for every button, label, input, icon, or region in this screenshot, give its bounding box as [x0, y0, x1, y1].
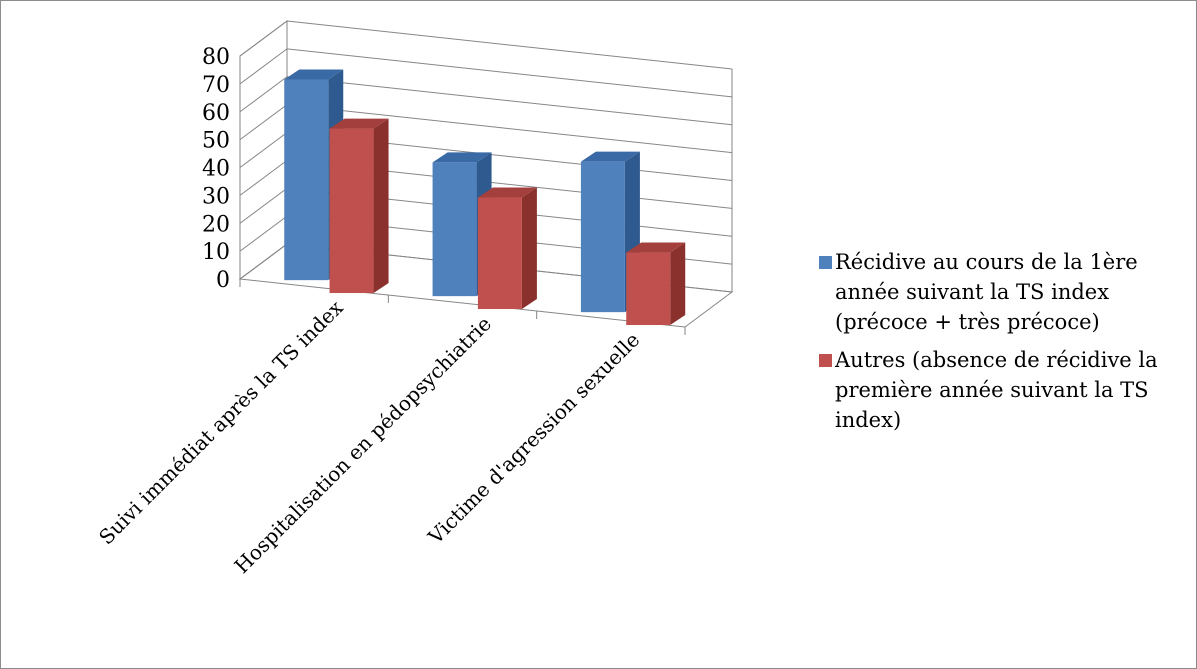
legend-item-autres: Autres (absence de récidive la première …	[819, 345, 1189, 435]
gridline-side	[240, 133, 287, 168]
legend-label-autres: Autres (absence de récidive la première …	[835, 345, 1189, 435]
bar-front	[581, 162, 625, 313]
y-tick-label: 10	[202, 240, 230, 265]
bar-front	[284, 79, 328, 280]
gridline-back	[287, 77, 732, 125]
gridline-side	[240, 244, 287, 279]
legend-item-recidive: Récidive au cours de la 1ère année suiva…	[819, 247, 1189, 337]
bar-autres-absence-de-re-suivi-immediat-apres	[330, 119, 389, 293]
gridline-side	[240, 160, 287, 195]
bar-front	[433, 162, 477, 296]
y-tick-label: 50	[202, 129, 230, 154]
y-tick-label: 0	[216, 268, 230, 293]
bar-front	[330, 129, 374, 293]
legend-swatch-red	[819, 354, 832, 367]
y-tick-label: 60	[202, 101, 230, 126]
legend-label-recidive: Récidive au cours de la 1ère année suiva…	[835, 247, 1189, 337]
x-category-label: Hospitalisation en pédopsychiatrie	[230, 312, 496, 578]
legend: Récidive au cours de la 1ère année suiva…	[819, 247, 1189, 443]
gridline-side	[240, 77, 287, 112]
x-axis-labels: Suivi immédiat après la TS indexHospital…	[94, 279, 685, 578]
gridline-side	[240, 49, 287, 84]
gridline-side	[240, 105, 287, 140]
y-tick-label: 30	[202, 184, 230, 209]
gridline-side	[240, 21, 287, 56]
bar-front	[626, 253, 670, 325]
bar-autres-absence-de-re-hospitalisation-en-p	[478, 188, 537, 310]
y-tick-label: 70	[202, 73, 230, 98]
gridline-back	[287, 49, 732, 97]
gridline-back	[287, 21, 732, 69]
bars	[284, 69, 685, 325]
bar-side	[670, 243, 685, 325]
bar-side	[374, 119, 389, 293]
gridline-side	[240, 216, 287, 251]
bar-front	[478, 198, 522, 310]
y-tick-label: 80	[202, 45, 230, 70]
y-tick-label: 40	[202, 157, 230, 182]
legend-swatch-blue	[819, 256, 832, 269]
y-tick-label: 20	[202, 212, 230, 237]
bar-autres-absence-de-re-victime-d-agression-	[626, 243, 685, 325]
gridline-side	[240, 188, 287, 223]
bar-side	[522, 188, 537, 309]
